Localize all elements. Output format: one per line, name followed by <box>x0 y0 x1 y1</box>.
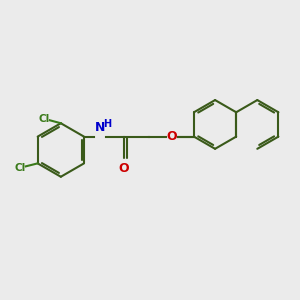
Text: N: N <box>95 121 106 134</box>
Text: O: O <box>167 130 177 143</box>
Text: Cl: Cl <box>39 114 50 124</box>
Text: Cl: Cl <box>15 163 26 173</box>
Text: H: H <box>103 119 111 129</box>
Text: O: O <box>119 163 129 176</box>
